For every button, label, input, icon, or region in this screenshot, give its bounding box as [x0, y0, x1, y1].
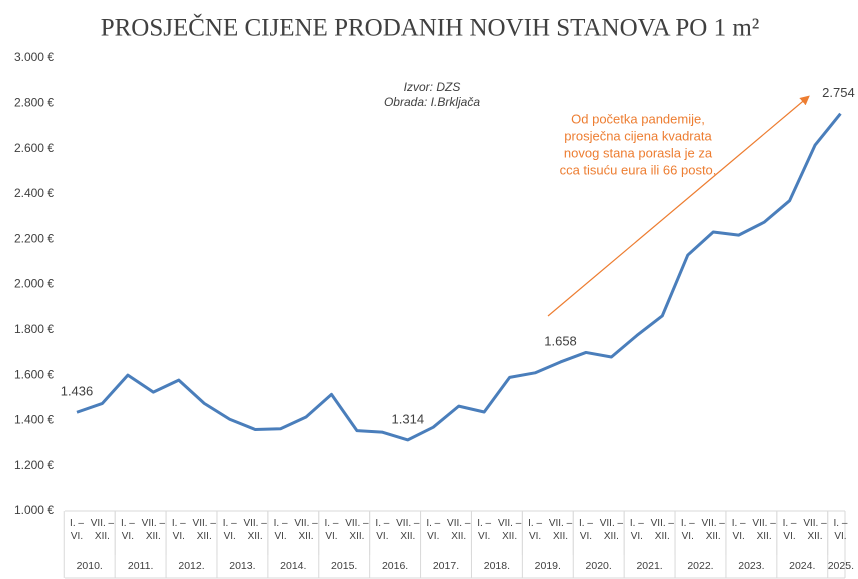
- y-tick-label: 1.400 €: [14, 413, 54, 427]
- y-tick-label: 1.800 €: [14, 322, 54, 336]
- x-tick-label: I. – VI.: [528, 518, 543, 542]
- x-tick-label: VII. – XII.: [396, 518, 420, 542]
- x-tick-label: VII. – XII.: [447, 518, 471, 542]
- x-tick-label: I. – VI.: [629, 518, 644, 542]
- y-tick-label: 2.000 €: [14, 277, 54, 291]
- x-tick-label: VII. – XII.: [141, 518, 166, 542]
- annotation: Od početka pandemije,: [571, 111, 705, 126]
- x-tick-label: I. – VI.: [426, 518, 441, 542]
- x-group-label: 2014.: [280, 560, 307, 572]
- y-tick-label: 1.000 €: [14, 503, 54, 517]
- x-group-label: 2018.: [483, 560, 511, 572]
- x-tick-label: I. – VI.: [120, 518, 135, 542]
- x-tick-label: VII. – XII.: [90, 518, 115, 542]
- x-group-label: 2015.: [331, 560, 358, 572]
- x-group-label: 2024.: [789, 560, 816, 572]
- y-tick-label: 2.400 €: [14, 186, 54, 200]
- x-group-label: 2017.: [432, 560, 460, 572]
- x-group-label: 2013.: [229, 560, 256, 572]
- x-tick-label: I. – VI.: [324, 518, 339, 542]
- x-group-label: 2025.: [827, 560, 854, 572]
- x-tick-label: I. – VI.: [375, 518, 390, 542]
- x-tick-label: VII. – XII.: [752, 518, 776, 542]
- source: Obrada: I.Brkljača: [384, 95, 480, 109]
- x-tick-label: VII. – XII.: [650, 518, 674, 542]
- x-tick-label: I. – VI.: [70, 518, 84, 542]
- x-group-label: 2021.: [636, 560, 663, 572]
- x-tick-label: I. – VI.: [782, 518, 797, 542]
- x-tick-label: I. – VI.: [680, 518, 695, 542]
- x-tick-label: VII. – XII.: [803, 518, 827, 542]
- x-tick-label: I. – VI.: [222, 518, 237, 542]
- x-tick-label: I. – VI.: [171, 518, 186, 542]
- x-group-label: 2011.: [127, 560, 154, 572]
- y-tick-label: 3.000 €: [14, 50, 54, 64]
- x-tick-label: I. – VI.: [833, 518, 848, 542]
- x-group-label: 2019.: [534, 560, 561, 572]
- x-tick-label: VII. – XII.: [701, 518, 725, 542]
- x-tick-label: VII. – XII.: [243, 518, 267, 542]
- x-group-label: 2016.: [381, 560, 409, 572]
- y-tick-label: 2.200 €: [14, 231, 54, 245]
- x-tick-label: I. – VI.: [273, 518, 288, 542]
- y-tick-label: 1.200 €: [14, 458, 54, 472]
- x-group-label: 2020.: [585, 560, 612, 572]
- x-tick-label: VII. – XII.: [192, 518, 216, 542]
- x-tick-label: VII. – XII.: [294, 518, 318, 542]
- y-tick-label: 2.600 €: [14, 141, 54, 155]
- annotation-arrow: [547, 95, 810, 317]
- x-group-label: 2022.: [687, 560, 714, 572]
- x-group-label: 2012.: [178, 560, 205, 572]
- annotation: cca tisuću eura ili 66 posto.: [560, 162, 717, 177]
- data-label: 1.314: [392, 411, 425, 426]
- annotation: novog stana porasla je za: [564, 145, 713, 160]
- y-tick-label: 2.800 €: [14, 95, 54, 109]
- x-tick-label: I. – VI.: [477, 518, 492, 542]
- annotation: prosječna cijena kvadrata: [564, 128, 712, 143]
- x-tick-label: VII. – XII.: [548, 518, 573, 542]
- y-tick-label: 1.600 €: [14, 367, 54, 381]
- x-tick-label: VII. – XII.: [497, 518, 522, 542]
- data-label: 1.658: [544, 333, 577, 348]
- source: Izvor: DZS: [404, 80, 461, 94]
- chart-title: PROSJEČNE CIJENE PRODANIH NOVIH STANOVA …: [101, 14, 760, 42]
- x-tick-label: I. – VI.: [731, 518, 746, 542]
- x-group-label: 2023.: [738, 560, 765, 572]
- x-tick-label: VII. – XII.: [599, 518, 624, 542]
- data-label: 1.436: [61, 384, 94, 399]
- data-label: 2.754: [822, 85, 855, 100]
- x-tick-label: I. – VI.: [579, 518, 593, 542]
- line: [76, 112, 842, 442]
- x-group-label: 2010.: [76, 560, 103, 572]
- x-tick-label: VII. – XII.: [345, 518, 369, 542]
